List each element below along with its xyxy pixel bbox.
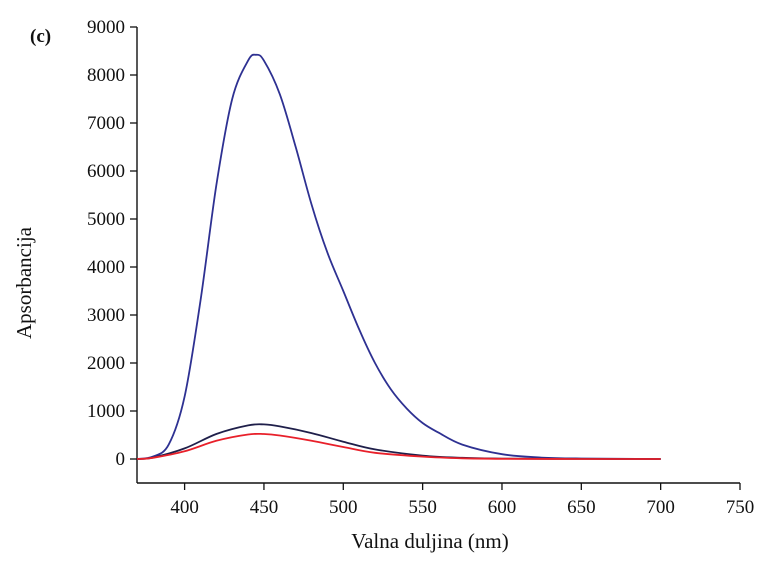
y-tick-label: 1000 (87, 401, 125, 422)
y-tick-label: 9000 (87, 17, 125, 38)
y-tick-label: 8000 (87, 65, 125, 86)
series-line-3 (136, 432, 661, 460)
x-tick-label: 600 (488, 497, 517, 518)
y-tick-label: 0 (116, 449, 126, 470)
y-tick-label: 3000 (87, 305, 125, 326)
x-tick-label: 650 (567, 497, 596, 518)
y-tick-label: 5000 (87, 209, 125, 230)
series-line-1 (136, 53, 661, 460)
panel-label: (c) (30, 26, 51, 47)
x-tick-label: 750 (726, 497, 755, 518)
y-tick-label: 4000 (87, 257, 125, 278)
x-tick-label: 400 (170, 497, 199, 518)
y-tick-label: 7000 (87, 113, 125, 134)
y-axis-title: Apsorbancija (12, 226, 36, 339)
y-tick-label: 6000 (87, 161, 125, 182)
y-tick-label: 2000 (87, 353, 125, 374)
x-tick-label: 550 (408, 497, 437, 518)
x-axis-title: Valna duljina (nm) (351, 529, 508, 553)
x-tick-label: 700 (646, 497, 675, 518)
x-tick-label: 450 (250, 497, 279, 518)
series-layer (136, 53, 661, 460)
x-tick-label: 500 (329, 497, 358, 518)
axes: 0 1000 2000 3000 4000 5000 6000 7000 8000 9000 400… (87, 17, 754, 518)
